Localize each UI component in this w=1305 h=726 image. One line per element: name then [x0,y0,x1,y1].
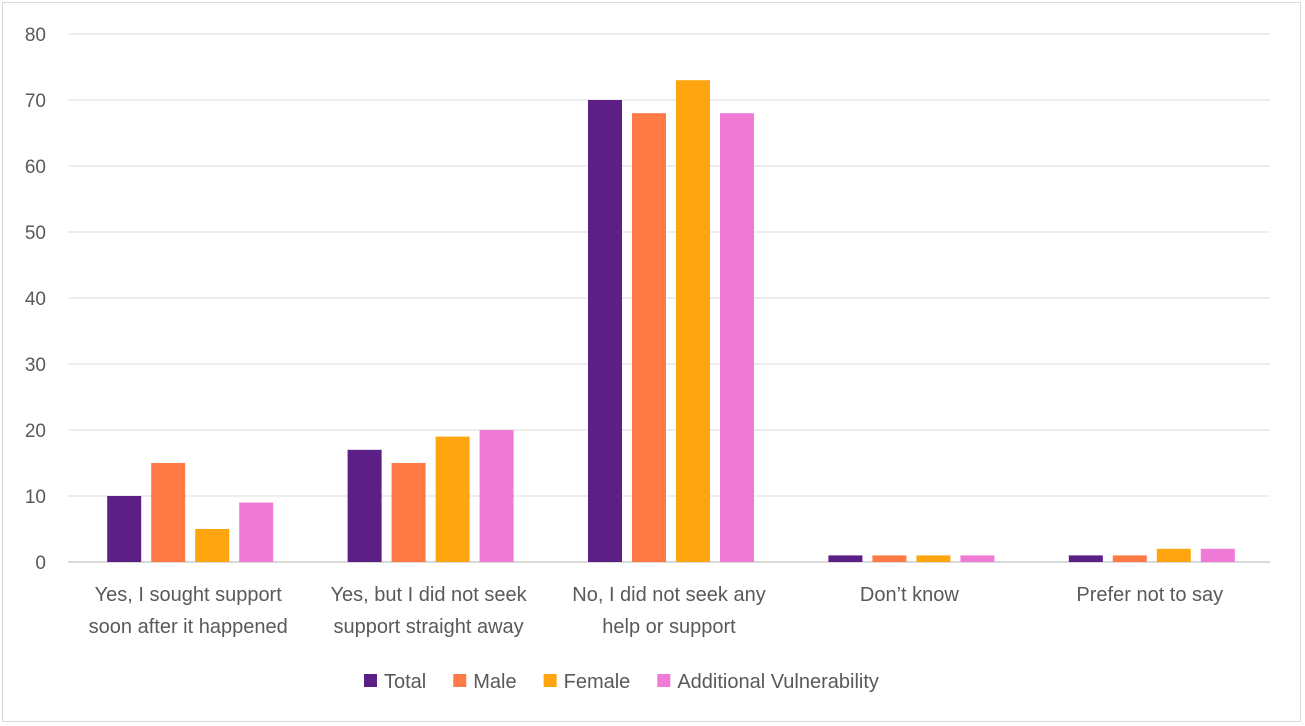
bar-female [916,555,951,562]
legend-swatch [543,674,557,687]
bar-total [1068,555,1103,562]
bar-total [828,555,863,562]
x-tick-label: Yes, I sought support [95,584,283,606]
x-tick-label: Prefer not to say [1076,584,1223,606]
x-tick-label: support straight away [334,616,524,638]
bar-total [588,100,622,562]
y-tick-label: 10 [25,487,46,508]
bar-male [872,555,907,562]
y-tick-label: 30 [25,355,46,376]
bar-total [347,449,382,562]
bar-total [107,496,142,562]
y-tick-label: 50 [25,223,46,244]
y-tick-label: 80 [25,25,46,46]
legend-label: Female [564,671,631,693]
legend-label: Total [384,671,426,693]
x-tick-label: Don’t know [860,584,959,606]
bar-additional-vulnerability [1200,548,1235,562]
bar-female [435,436,470,562]
bar-additional-vulnerability [479,430,514,562]
x-tick-label: No, I did not seek any [572,584,765,606]
legend-swatch [364,674,377,687]
x-tick-label: soon after it happened [89,616,288,638]
bar-additional-vulnerability [239,502,274,562]
x-tick-label: help or support [602,616,736,638]
y-tick-label: 20 [25,421,46,442]
y-tick-label: 0 [35,553,46,574]
bar-additional-vulnerability [960,555,995,562]
legend-label: Additional Vulnerability [677,671,879,693]
y-tick-label: 60 [25,157,46,178]
bar-female [1156,548,1191,562]
legend-swatch [453,674,467,687]
bar-female [676,80,710,562]
bar-male [632,113,666,562]
bar-male [151,463,186,562]
bar-male [391,463,426,562]
bar-female [195,529,230,562]
x-tick-label: Yes, but I did not seek [331,584,528,606]
y-tick-label: 40 [25,289,46,310]
bar-male [1112,555,1147,562]
legend-swatch [657,674,671,687]
bar-additional-vulnerability [720,113,754,562]
y-tick-label: 70 [25,91,46,112]
legend-label: Male [473,671,516,693]
